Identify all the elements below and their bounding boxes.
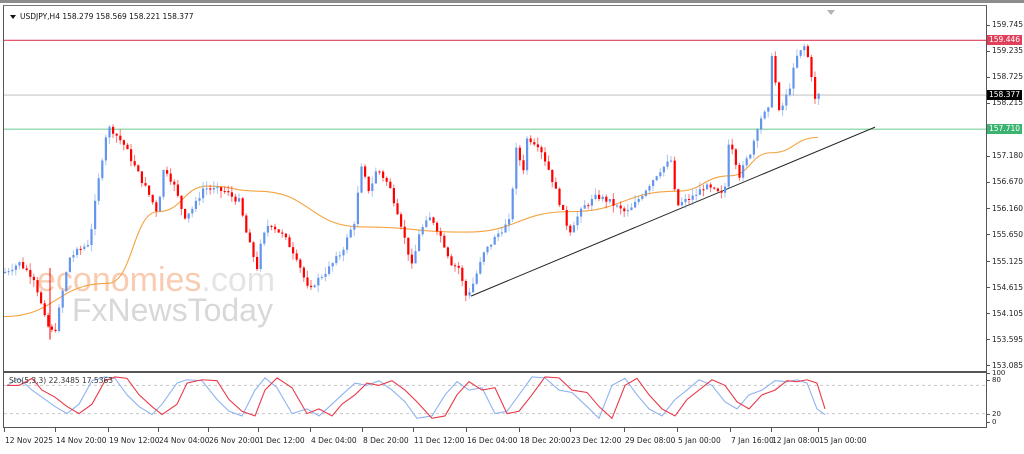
price-tick: 159.745 <box>987 20 1023 29</box>
stochastic-tick: 100 <box>987 369 1005 377</box>
stochastic-pane[interactable]: Sto(5,3,3) 22.3485 17.5363 <box>3 372 987 428</box>
time-tick-label: 29 Dec 08:00 <box>625 436 676 445</box>
stochastic-tick: 80 <box>987 376 1001 384</box>
time-tick-mark <box>158 428 159 432</box>
price-tick: 156.160 <box>987 204 1023 213</box>
support-price-label: 157.710 <box>987 124 1023 135</box>
price-tick: 159.235 <box>987 46 1023 55</box>
time-tick-mark <box>466 428 467 432</box>
time-tick-label: 5 Jan 00:00 <box>678 436 721 445</box>
time-tick-mark <box>677 428 678 432</box>
chart-title: USDJPY,H4 158.279 158.569 158.221 158.37… <box>10 12 194 21</box>
time-tick-mark <box>258 428 259 432</box>
time-tick-label: 7 Jan 16:00 <box>731 436 774 445</box>
stochastic-axis: 100 80 20 0 <box>987 369 1024 428</box>
price-chart-pane[interactable]: economies.com FxNewsToday USDJPY,H4 158.… <box>3 5 987 372</box>
horizontal-levels[interactable] <box>4 39 986 130</box>
moving-average-line <box>4 136 819 318</box>
time-tick-label: 24 Nov 04:00 <box>159 436 210 445</box>
time-tick-mark <box>108 428 109 432</box>
time-tick-mark <box>413 428 414 432</box>
time-tick-label: 11 Dec 12:00 <box>414 436 465 445</box>
price-tick: 158.215 <box>987 98 1023 107</box>
time-tick-label: 23 Dec 12:00 <box>571 436 622 445</box>
chart-shift-marker-icon[interactable] <box>827 10 835 15</box>
price-tick: 154.615 <box>987 283 1023 292</box>
price-tick: 156.670 <box>987 177 1023 186</box>
time-tick-label: 14 Nov 20:00 <box>56 436 107 445</box>
trendline[interactable] <box>470 126 876 297</box>
price-tick: 153.085 <box>987 361 1023 370</box>
price-tick: 157.180 <box>987 151 1023 160</box>
time-tick-mark <box>208 428 209 432</box>
time-tick-mark <box>362 428 363 432</box>
window-top-border <box>0 0 1024 3</box>
svg-text:FxNewsToday: FxNewsToday <box>72 292 273 328</box>
time-tick-label: 4 Dec 04:00 <box>311 436 357 445</box>
time-tick-label: 12 Nov 2025 <box>5 436 54 445</box>
time-tick-label: 15 Jan 00:00 <box>819 436 867 445</box>
time-tick-mark <box>730 428 731 432</box>
time-tick-label: 8 Dec 20:00 <box>363 436 409 445</box>
time-tick-label: 19 Nov 12:00 <box>109 436 160 445</box>
price-tick: 155.650 <box>987 230 1023 239</box>
time-tick-label: 1 Dec 12:00 <box>259 436 305 445</box>
time-tick-mark <box>519 428 520 432</box>
time-tick-mark <box>310 428 311 432</box>
symbol-dropdown-icon[interactable] <box>10 15 16 19</box>
price-tick: 155.125 <box>987 257 1023 266</box>
time-tick-mark <box>4 428 5 432</box>
time-tick-mark <box>771 428 772 432</box>
stochastic-canvas <box>4 376 986 420</box>
symbol-ohlc: USDJPY,H4 158.279 158.569 158.221 158.37… <box>20 12 194 21</box>
svg-text:economies.com: economies.com <box>37 261 275 299</box>
price-chart-canvas[interactable]: economies.com FxNewsToday <box>4 6 986 371</box>
stochastic-label: Sto(5,3,3) 22.3485 17.5363 <box>9 376 114 385</box>
watermark: economies.com FxNewsToday <box>37 261 275 328</box>
stochastic-tick: 20 <box>987 410 1001 418</box>
resistance-price-label: 159.446 <box>987 35 1023 46</box>
price-tick: 153.595 <box>987 335 1023 344</box>
time-tick-label: 12 Jan 08:00 <box>772 436 820 445</box>
price-tick: 154.105 <box>987 309 1023 318</box>
time-tick-mark <box>818 428 819 432</box>
price-tick: 158.725 <box>987 72 1023 81</box>
time-axis[interactable]: 12 Nov 2025 14 Nov 20:00 19 Nov 12:00 24 No… <box>3 428 987 454</box>
current-price-label: 158.377 <box>987 90 1023 101</box>
time-tick-label: 26 Nov 20:00 <box>209 436 260 445</box>
time-tick-mark <box>570 428 571 432</box>
time-tick-mark <box>55 428 56 432</box>
price-axis[interactable]: 159.745 159.235 158.725 158.215 157.180 156.6… <box>987 5 1024 372</box>
stochastic-tick: 0 <box>987 418 996 426</box>
time-tick-mark <box>624 428 625 432</box>
time-tick-label: 16 Dec 04:00 <box>467 436 518 445</box>
candlesticks <box>4 43 820 340</box>
time-tick-label: 18 Dec 20:00 <box>520 436 571 445</box>
